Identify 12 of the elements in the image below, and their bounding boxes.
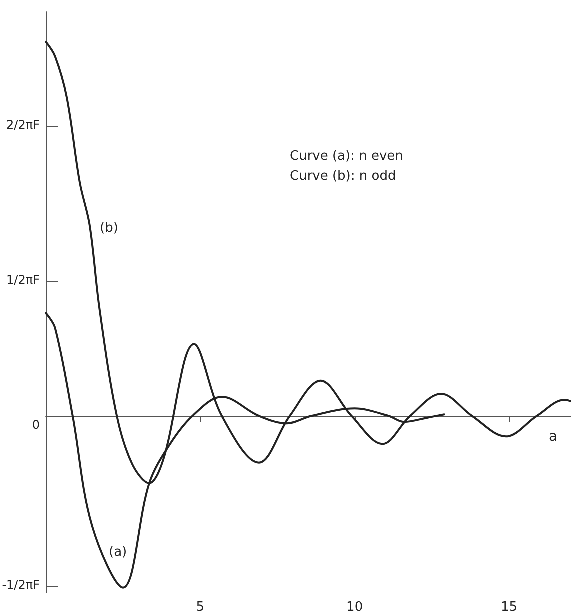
text: -1/2πF <box>2 578 40 592</box>
x-axis-title: a <box>549 429 558 446</box>
text: 0 <box>32 418 40 432</box>
x-tick-label: 15 <box>500 600 518 614</box>
annotation: (a) <box>109 545 128 560</box>
text: 1/2πF <box>6 273 40 287</box>
text: 2/2πF <box>6 118 40 132</box>
annotation: Curve (b): n odd <box>290 169 396 184</box>
annotation: Curve (a): n even <box>290 149 404 164</box>
x-tick-label: 10 <box>346 600 364 614</box>
annotation: (b) <box>100 221 118 236</box>
x-tick-label: 5 <box>196 600 205 614</box>
